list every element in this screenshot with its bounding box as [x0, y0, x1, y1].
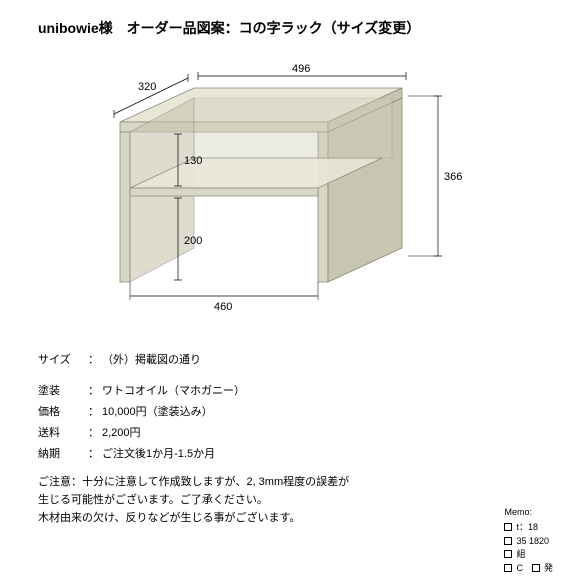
info-delivery-value: ご注文後1か月-1.5か月 [102, 444, 215, 465]
notice-line-2: 生じる可能性がございます。ご了承ください。 [38, 492, 458, 510]
rack-diagram: 320 496 366 [60, 60, 500, 340]
info-shipping-value: 2,200円 [102, 423, 141, 444]
info-price-value: 10,000円（塗装込み） [102, 402, 213, 423]
info-price-label: 価格 [38, 402, 88, 423]
memo-item-1: t：18 [504, 521, 553, 535]
checkbox-icon [504, 523, 512, 531]
info-shipping-label: 送料 [38, 423, 88, 444]
info-finish-label: 塗装 [38, 381, 88, 402]
info-finish-value: ワトコオイル（マホガニー） [102, 381, 245, 402]
info-price: 価格 ： 10,000円（塗装込み） [38, 402, 458, 423]
checkbox-icon [504, 564, 512, 572]
dim-shelf-gap-value: 130 [184, 155, 202, 167]
dim-lower-gap-value: 200 [184, 235, 202, 247]
rack-back [194, 98, 392, 158]
notice-line-1: ご注意：十分に注意して作成致しますが、2, 3mm程度の誤差が [38, 474, 458, 492]
info-shipping: 送料 ： 2,200円 [38, 423, 458, 444]
checkbox-icon [504, 550, 512, 558]
notice-line-3: 木材由来の欠け、反りなどが生じる事がございます。 [38, 510, 458, 528]
info-size-value: （外）掲載図の通り [102, 350, 201, 371]
rack-shelf-front [130, 188, 318, 196]
info-block: サイズ ： （外）掲載図の通り 塗装 ： ワトコオイル（マホガニー） 価格 ： … [38, 350, 458, 527]
page-title: unibowie様 オーダー品図案：コの字ラック（サイズ変更） [38, 18, 420, 38]
dim-height-value: 366 [444, 171, 462, 183]
checkbox-icon [532, 564, 540, 572]
notice-block: ご注意：十分に注意して作成致しますが、2, 3mm程度の誤差が 生じる可能性がご… [38, 474, 458, 527]
dim-height: 366 [408, 96, 462, 256]
memo-item-4: C 発 [504, 562, 553, 576]
memo-item-2: 35 1820 [504, 535, 553, 549]
info-size: サイズ ： （外）掲載図の通り [38, 350, 458, 371]
memo-item-3: 組 [504, 548, 553, 562]
info-delivery: 納期 ： ご注文後1か月-1.5か月 [38, 444, 458, 465]
dim-width-top-value: 496 [292, 63, 310, 75]
rack-left-front [120, 132, 130, 282]
dim-width-inner-value: 460 [214, 301, 232, 313]
info-size-label: サイズ [38, 350, 88, 371]
dim-width-top: 496 [198, 63, 406, 80]
dim-width-inner: 460 [130, 282, 318, 313]
dim-depth-value: 320 [138, 81, 156, 93]
memo-block: Memo: t：18 35 1820 組 C 発 [504, 506, 553, 576]
info-finish: 塗装 ： ワトコオイル（マホガニー） [38, 381, 458, 402]
checkbox-icon [504, 537, 512, 545]
memo-title: Memo: [504, 506, 553, 520]
info-delivery-label: 納期 [38, 444, 88, 465]
